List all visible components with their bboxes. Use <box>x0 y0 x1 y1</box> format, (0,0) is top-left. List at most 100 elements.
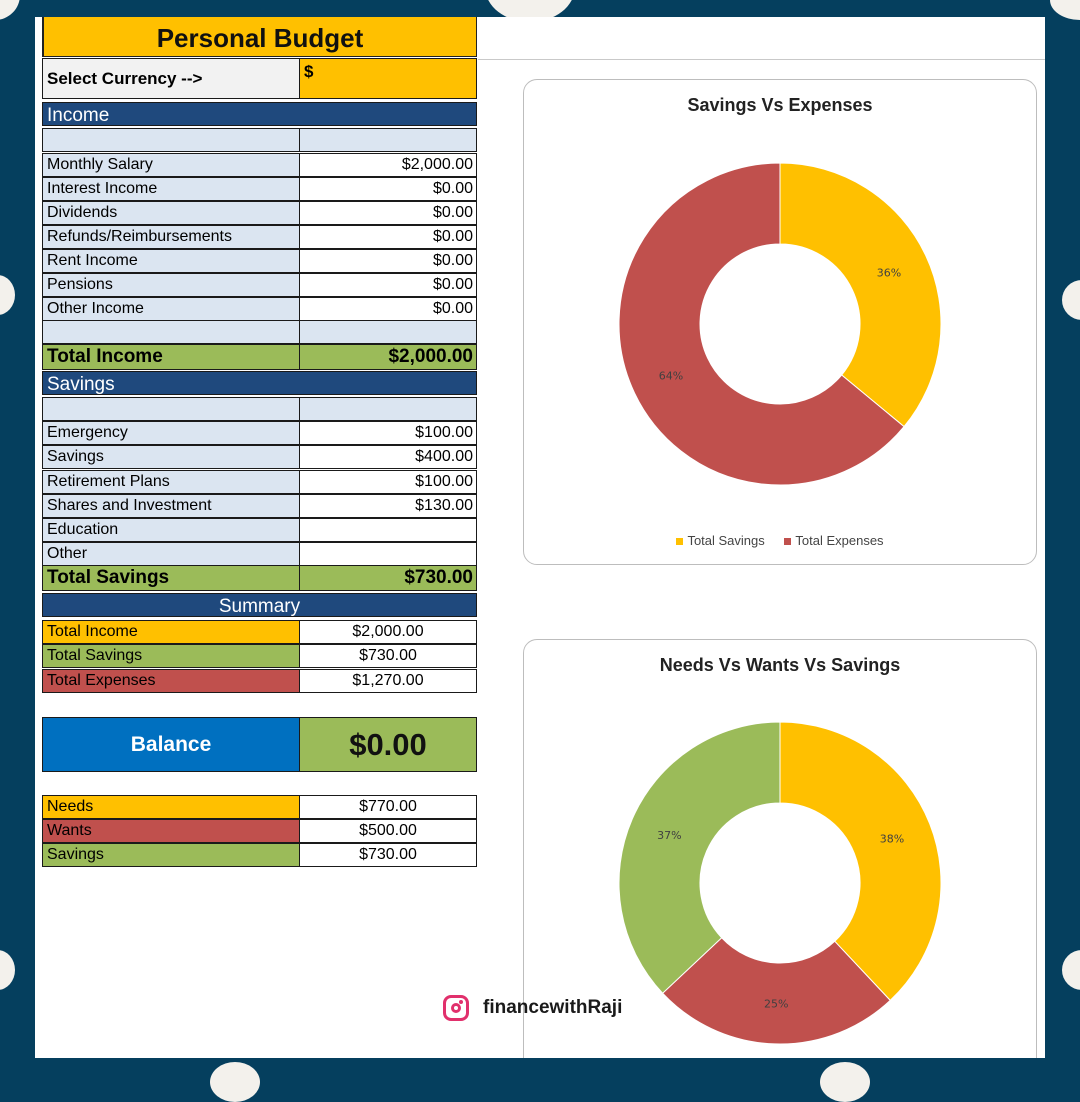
empty-cell[interactable] <box>300 320 477 344</box>
summary-header: Summary <box>42 593 477 617</box>
donut-slice[interactable] <box>618 162 905 486</box>
table-row: Other Income $0.00 <box>42 297 477 321</box>
legend-item: Total Savings <box>676 533 765 548</box>
table-row: Rent Income $0.00 <box>42 249 477 273</box>
savings-value[interactable]: $100.00 <box>300 421 477 445</box>
empty-cell[interactable] <box>300 397 477 421</box>
summary-label: Total Income <box>42 620 300 644</box>
summary-value: $2,000.00 <box>300 620 477 644</box>
breakdown-value: $770.00 <box>300 795 477 819</box>
income-value[interactable]: $0.00 <box>300 225 477 249</box>
chart-title: Needs Vs Wants Vs Savings <box>659 655 901 675</box>
legend-item: Total Expenses <box>784 533 884 548</box>
chart-legend: Total Savings Total Expenses <box>524 533 1036 548</box>
table-row: Other <box>42 542 477 566</box>
income-value[interactable]: $0.00 <box>300 177 477 201</box>
donut-slice[interactable] <box>618 721 781 994</box>
summary-value: $1,270.00 <box>300 669 477 693</box>
savings-value[interactable]: $130.00 <box>300 494 477 518</box>
income-label: Rent Income <box>42 249 300 273</box>
empty-cell[interactable] <box>42 397 300 421</box>
breakdown-row: Savings $730.00 <box>42 843 477 867</box>
breakdown-label: Wants <box>42 819 300 843</box>
currency-select[interactable]: $ <box>300 58 477 99</box>
summary-value: $730.00 <box>300 644 477 668</box>
income-label: Monthly Salary <box>42 153 300 177</box>
table-row: Savings $400.00 <box>42 445 477 469</box>
income-value[interactable]: $0.00 <box>300 273 477 297</box>
data-label: 25% <box>764 997 788 1010</box>
income-label: Other Income <box>42 297 300 321</box>
savings-value[interactable] <box>300 542 477 566</box>
table-row: Dividends $0.00 <box>42 201 477 225</box>
table-row: Monthly Salary $2,000.00 <box>42 153 477 177</box>
table-row: Retirement Plans $100.00 <box>42 470 477 494</box>
table-row: Refunds/Reimbursements $0.00 <box>42 225 477 249</box>
donut-slice[interactable] <box>661 937 891 1045</box>
frame-decoration <box>1062 280 1080 320</box>
needs-wants-savings-chart[interactable]: Needs Vs Wants Vs Savings 38% 25% 37% <box>523 639 1037 1058</box>
empty-cell[interactable] <box>300 128 477 152</box>
breakdown-label: Savings <box>42 843 300 867</box>
frame-decoration <box>820 1062 870 1102</box>
breakdown-value: $730.00 <box>300 843 477 867</box>
total-income-row: Total Income $2,000.00 <box>42 344 477 370</box>
empty-cell[interactable] <box>42 320 300 344</box>
donut-chart: 38% 25% 37% <box>618 721 942 1045</box>
legend-swatch <box>784 538 792 546</box>
donut-slice[interactable] <box>779 721 942 1002</box>
savings-value[interactable] <box>300 518 477 542</box>
balance-label: Balance <box>42 717 300 772</box>
total-savings-label: Total Savings <box>42 565 300 591</box>
summary-row: Total Income $2,000.00 <box>42 620 477 644</box>
frame-decoration <box>0 950 15 990</box>
summary-row: Total Expenses $1,270.00 <box>42 669 477 693</box>
frame-decoration <box>485 0 575 22</box>
income-value[interactable]: $2,000.00 <box>300 153 477 177</box>
summary-row: Total Savings $730.00 <box>42 644 477 668</box>
table-row: Shares and Investment $130.00 <box>42 494 477 518</box>
data-label: 64% <box>659 369 683 382</box>
total-savings-value: $730.00 <box>300 565 477 591</box>
donut-chart: 36% 64% <box>618 162 942 486</box>
spreadsheet: Personal Budget Select Currency --> $ In… <box>35 17 1045 1058</box>
frame-decoration <box>0 275 15 315</box>
chart-title: Savings Vs Expenses <box>687 95 873 115</box>
income-label: Dividends <box>42 201 300 225</box>
table-row: Emergency $100.00 <box>42 421 477 445</box>
table-row: Pensions $0.00 <box>42 273 477 297</box>
frame-decoration <box>0 0 20 20</box>
breakdown-row: Needs $770.00 <box>42 795 477 819</box>
legend-label: Total Savings <box>687 533 765 548</box>
savings-value[interactable]: $100.00 <box>300 470 477 494</box>
legend-label: Total Expenses <box>795 533 884 548</box>
savings-label: Shares and Investment <box>42 494 300 518</box>
income-value[interactable]: $0.00 <box>300 201 477 225</box>
currency-row: Select Currency --> $ <box>42 58 477 99</box>
savings-label: Education <box>42 518 300 542</box>
savings-label: Retirement Plans <box>42 470 300 494</box>
total-income-label: Total Income <box>42 344 300 370</box>
empty-cell[interactable] <box>42 128 300 152</box>
data-label: 38% <box>880 833 904 846</box>
savings-vs-expenses-chart[interactable]: Savings Vs Expenses 36% 64% Total Savings… <box>523 79 1037 565</box>
breakdown-label: Needs <box>42 795 300 819</box>
table-row: Education <box>42 518 477 542</box>
data-label: 37% <box>657 829 681 842</box>
breakdown-row: Wants $500.00 <box>42 819 477 843</box>
savings-value[interactable]: $400.00 <box>300 445 477 469</box>
income-value[interactable]: $0.00 <box>300 297 477 321</box>
income-value[interactable]: $0.00 <box>300 249 477 273</box>
frame-decoration <box>210 1062 260 1102</box>
total-savings-row: Total Savings $730.00 <box>42 565 477 591</box>
summary-label: Total Expenses <box>42 669 300 693</box>
income-header: Income <box>42 102 477 126</box>
donut-slice[interactable] <box>779 162 942 428</box>
frame-decoration <box>1062 950 1080 990</box>
legend-swatch <box>676 538 684 546</box>
table-row <box>42 128 477 152</box>
savings-label: Emergency <box>42 421 300 445</box>
savings-label: Savings <box>42 445 300 469</box>
grid-line <box>478 59 1045 60</box>
instagram-icon <box>443 995 469 1021</box>
